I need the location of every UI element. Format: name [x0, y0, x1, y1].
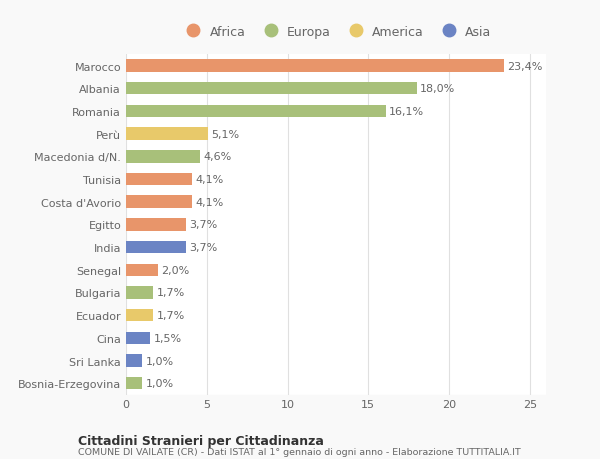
Text: 5,1%: 5,1%: [212, 129, 240, 140]
Bar: [126, 241, 186, 254]
Bar: [126, 60, 504, 73]
Text: 4,1%: 4,1%: [196, 174, 224, 185]
Text: 4,1%: 4,1%: [196, 197, 224, 207]
Text: 1,7%: 1,7%: [157, 288, 185, 298]
Bar: [126, 309, 154, 322]
Text: Cittadini Stranieri per Cittadinanza: Cittadini Stranieri per Cittadinanza: [78, 434, 324, 447]
Text: 23,4%: 23,4%: [507, 62, 542, 72]
Text: 1,0%: 1,0%: [145, 378, 173, 388]
Text: 1,0%: 1,0%: [145, 356, 173, 366]
Bar: [126, 196, 192, 208]
Bar: [126, 286, 154, 299]
Bar: [126, 332, 150, 344]
Bar: [126, 354, 142, 367]
Bar: [126, 151, 200, 163]
Bar: [126, 83, 417, 95]
Bar: [126, 377, 142, 390]
Text: 3,7%: 3,7%: [189, 242, 217, 252]
Text: 18,0%: 18,0%: [420, 84, 455, 94]
Bar: [126, 218, 186, 231]
Text: 1,7%: 1,7%: [157, 310, 185, 320]
Text: 1,5%: 1,5%: [154, 333, 182, 343]
Bar: [126, 264, 158, 276]
Bar: [126, 174, 192, 186]
Text: 16,1%: 16,1%: [389, 106, 424, 117]
Bar: [126, 128, 208, 140]
Legend: Africa, Europa, America, Asia: Africa, Europa, America, Asia: [176, 21, 496, 44]
Bar: [126, 106, 386, 118]
Text: COMUNE DI VAILATE (CR) - Dati ISTAT al 1° gennaio di ogni anno - Elaborazione TU: COMUNE DI VAILATE (CR) - Dati ISTAT al 1…: [78, 448, 521, 457]
Text: 3,7%: 3,7%: [189, 220, 217, 230]
Text: 2,0%: 2,0%: [161, 265, 190, 275]
Text: 4,6%: 4,6%: [203, 152, 232, 162]
